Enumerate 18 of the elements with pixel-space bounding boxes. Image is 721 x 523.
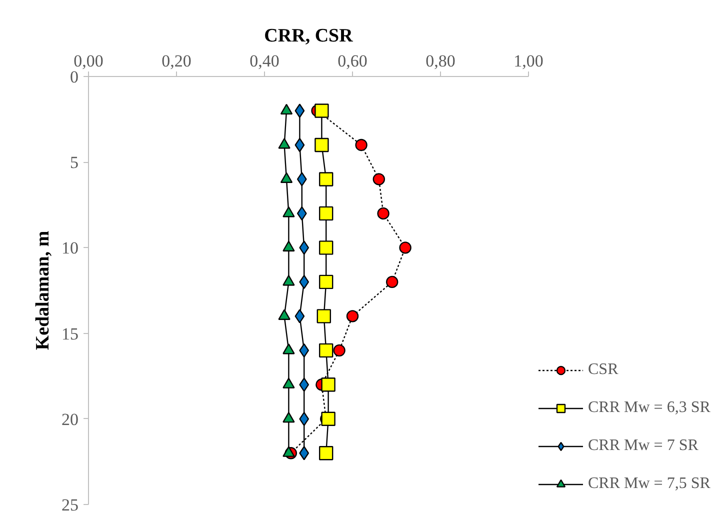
y-tick-label: 20 [62,410,78,429]
x-axis-title: CRR, CSR [264,26,354,46]
legend-label: CRR Mw = 6,3 SR [588,399,710,417]
legend-label: CSR [588,361,618,379]
y-tick-label: 25 [62,496,78,514]
x-tick-label: 0,80 [426,52,456,70]
x-tick-label: 1,00 [514,52,544,70]
x-tick-label: 0,60 [338,52,368,70]
legend-label: CRR Mw = 7,5 SR [588,475,710,493]
y-tick-label: 10 [62,238,78,258]
legend-label: CRR Mw = 7 SR [588,437,698,455]
y-tick-label: 5 [70,153,78,172]
y-tick-label: 15 [62,324,78,344]
y-tick-label: 0 [70,68,78,86]
y-axis-title: Kedalaman, m [32,230,54,350]
x-tick-label: 0,00 [74,52,104,70]
x-tick-label: 0,40 [250,52,280,70]
x-tick-label: 0,20 [162,52,192,70]
